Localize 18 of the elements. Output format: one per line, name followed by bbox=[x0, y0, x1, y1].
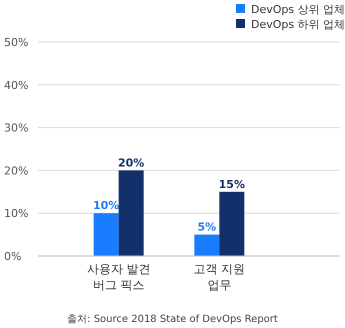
y-tick-label: 50% bbox=[4, 36, 28, 49]
y-tick-label: 40% bbox=[4, 78, 28, 92]
y-tick-label: 30% bbox=[4, 122, 28, 135]
y-tick-label: 10% bbox=[4, 207, 28, 220]
bar bbox=[194, 234, 220, 256]
data-label: 5% bbox=[197, 220, 216, 234]
bar bbox=[219, 192, 244, 256]
bar bbox=[118, 170, 144, 256]
data-label: 20% bbox=[118, 156, 144, 170]
x-tick-label: 고객 지원 업무 bbox=[193, 262, 246, 292]
x-tick-label: 사용자 발견 버그 픽스 bbox=[86, 262, 151, 292]
data-label: 15% bbox=[218, 178, 246, 191]
bar bbox=[94, 213, 119, 256]
source-note: 출처: Source 2018 State of DevOps Report bbox=[67, 314, 278, 325]
legend-label: DevOps 상위 업체 bbox=[251, 3, 345, 16]
y-tick-label: 0% bbox=[4, 250, 22, 263]
y-tick-label: 20% bbox=[4, 164, 28, 178]
legend-label: DevOps 하위 업체 bbox=[251, 18, 345, 31]
